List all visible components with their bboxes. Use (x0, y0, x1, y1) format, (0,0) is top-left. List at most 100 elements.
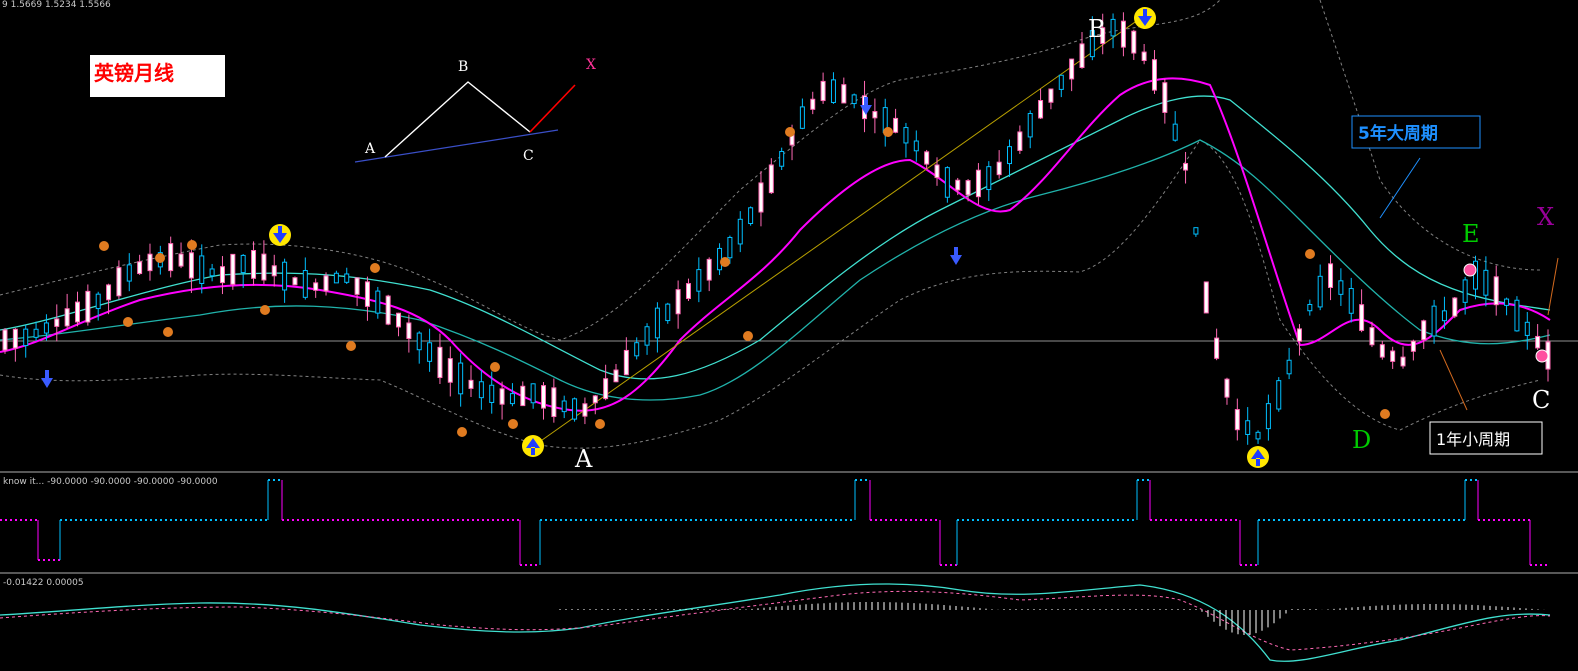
candle-body (468, 379, 474, 389)
candle-body (126, 264, 132, 282)
candle-body (996, 161, 1002, 176)
candle-body (427, 342, 433, 362)
indicator-1-label: know it... -90.0000 -90.0000 -90.0000 -9… (3, 477, 218, 487)
candle-body (1079, 43, 1085, 68)
candle-body (810, 98, 816, 110)
wave-label-x: X (1537, 203, 1554, 231)
candle-body (1410, 340, 1416, 352)
candle-body (841, 84, 847, 104)
candle-body (478, 381, 484, 399)
candle-body (975, 169, 981, 198)
candle-body (1131, 30, 1137, 54)
wave-label-e: E (1462, 220, 1480, 248)
candle-body (903, 127, 909, 144)
signal-dot-icon (883, 127, 893, 137)
candle-body (1462, 279, 1468, 303)
candle-body (748, 207, 754, 225)
big-cycle-label: 5年大周期 (1358, 123, 1438, 144)
candle-body (499, 388, 505, 405)
small-cycle-box (1429, 421, 1543, 455)
big-cycle-box (1351, 115, 1481, 149)
wave-label-c: C (1532, 386, 1550, 414)
wave-label-b: B (1088, 15, 1106, 43)
signal-dot-icon (346, 341, 356, 351)
line-x-right (1547, 257, 1559, 316)
candle-body (851, 94, 857, 105)
candle-body (1390, 350, 1396, 362)
indicator-1-series (0, 479, 1548, 566)
candle-body (1452, 297, 1458, 317)
candle-body (1162, 82, 1168, 113)
ohlc-readout: 9 1.5669 1.5234 1.5566 (2, 0, 111, 10)
moving-averages (0, 77, 1551, 412)
candle-body (1400, 356, 1406, 367)
candle-body (1328, 263, 1334, 288)
candle-body (675, 289, 681, 315)
candle-body (199, 255, 205, 284)
candle-body (1027, 113, 1033, 138)
blue-arrow-icon (860, 97, 872, 115)
candle-body (1286, 359, 1292, 375)
candle-body (1017, 131, 1023, 151)
candle-body (944, 167, 950, 198)
candle-body (540, 385, 546, 409)
candle-body (1276, 380, 1282, 410)
legend-label-c: C (523, 148, 534, 164)
candlestick-series (2, 12, 1551, 445)
candle-body (1514, 299, 1520, 332)
legend-label-x: X (586, 57, 596, 73)
candle-body (1524, 321, 1530, 336)
candle-body (706, 258, 712, 281)
candle-body (271, 265, 277, 277)
candle-body (333, 272, 339, 284)
candle-body (1359, 304, 1365, 331)
candle-body (489, 384, 495, 403)
candle-body (43, 322, 49, 334)
candle-body (95, 293, 101, 310)
candle-body (261, 253, 267, 281)
candle-body (1172, 123, 1178, 141)
pink-signal-icon (1463, 263, 1477, 277)
candle-body (737, 218, 743, 245)
candle-body (530, 383, 536, 404)
candle-body (1110, 18, 1116, 37)
candle-body (1007, 146, 1013, 165)
candle-body (1151, 59, 1157, 91)
candle-body (1214, 337, 1220, 359)
sell-signal-icon (1134, 7, 1156, 29)
candle-body (1069, 58, 1075, 80)
legend-cx-line (529, 84, 576, 133)
candle-body (603, 378, 609, 400)
candle-body (147, 253, 153, 272)
candle-body (1234, 409, 1240, 431)
candle-body (2, 329, 8, 351)
candle-body (685, 283, 691, 300)
candle-body (85, 290, 91, 323)
candle-body (768, 164, 774, 194)
candle-body (924, 151, 930, 165)
buy-signal-icon (1247, 446, 1269, 468)
signal-markers (41, 7, 1549, 468)
candle-body (406, 322, 412, 340)
candle-body (74, 301, 80, 323)
candle-body (799, 106, 805, 129)
ma-mid (0, 95, 1551, 380)
candle-body (520, 385, 526, 407)
candle-body (1038, 100, 1044, 119)
candle-body (447, 358, 453, 383)
candle-body (820, 80, 826, 102)
candle-body (1296, 328, 1302, 342)
candle-body (665, 303, 671, 322)
candle-body (209, 268, 215, 277)
candle-body (106, 284, 112, 301)
signal-dot-icon (370, 263, 380, 273)
candle-body (1369, 327, 1375, 346)
candle-body (986, 166, 992, 191)
candle-body (955, 179, 961, 191)
candle-body (1048, 88, 1054, 103)
candle-body (1421, 320, 1427, 341)
candle-body (302, 270, 308, 298)
signal-dot-icon (457, 427, 467, 437)
candle-body (1265, 403, 1271, 430)
signal-dot-icon (99, 241, 109, 251)
